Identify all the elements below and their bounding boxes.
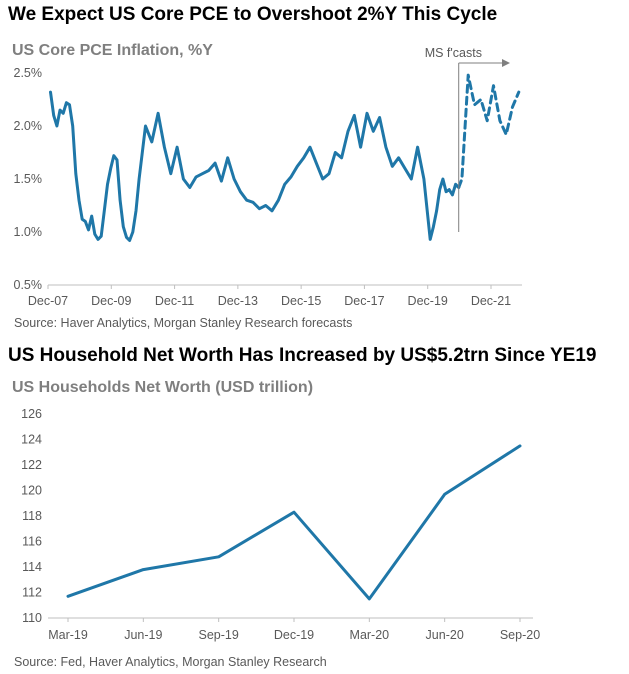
chart1-y-tick-label: 1.5%	[14, 172, 43, 186]
pce-inflation-chart: 0.5% 1.0% 1.5% 2.0% 2.5% Dec-07 Dec-09 Dec-11 De…	[14, 46, 522, 308]
chart2-y-tick-label: 114	[22, 560, 42, 574]
chart1-x-tick-label: Dec-07	[28, 294, 68, 308]
chart1-x-tick-label: Dec-11	[155, 294, 194, 308]
chart2-heading: US Household Net Worth Has Increased by …	[8, 345, 597, 366]
chart1-x-tick-label: Dec-09	[91, 294, 131, 308]
chart2-y-tick-label: 110	[22, 611, 42, 625]
chart2-y-tick-label: 112	[22, 586, 42, 600]
net-worth-chart: 110 112 114 116 118 120 122 124 126 Mar-19 Jun-19 S…	[21, 407, 540, 642]
chart2-title: US Households Net Worth (USD trillion)	[12, 379, 314, 396]
chart1-series-actual	[49, 90, 461, 242]
chart1-source: Source: Haver Analytics, Morgan Stanley …	[14, 316, 353, 330]
chart1-title: US Core PCE Inflation, %Y	[12, 42, 213, 59]
chart2-x-tick-label: Mar-20	[350, 628, 390, 642]
chart1-y-tick-label: 1.0%	[14, 225, 43, 239]
chart2-source: Source: Fed, Haver Analytics, Morgan Sta…	[14, 655, 327, 669]
chart2-series-line	[66, 444, 522, 601]
chart1-y-tick-label: 0.5%	[14, 278, 43, 292]
chart2-x-tick-label: Dec-19	[274, 628, 314, 642]
chart2-x-tick-label: Sep-20	[500, 628, 540, 642]
chart1-y-tick-label: 2.5%	[14, 66, 43, 80]
chart1-forecast-arrowhead	[502, 59, 510, 67]
chart2-x-tick-label: Jun-19	[124, 628, 162, 642]
chart2-x-tick-label: Sep-19	[199, 628, 239, 642]
chart2-y-tick-label: 116	[22, 535, 42, 549]
chart1-x-tick-label: Dec-21	[471, 294, 511, 308]
chart2-y-tick-label: 122	[21, 458, 42, 472]
chart2-y-tick-label: 126	[21, 407, 42, 421]
chart1-y-tick-label: 2.0%	[14, 119, 43, 133]
chart1-series-forecast	[457, 73, 521, 189]
chart1-x-tick-label: Dec-17	[344, 294, 384, 308]
chart1-x-tick-label: Dec-13	[218, 294, 258, 308]
chart2-y-tick-label: 120	[21, 484, 42, 498]
chart2-y-tick-label: 124	[21, 433, 42, 447]
chart2-x-tick-label: Mar-19	[48, 628, 88, 642]
chart1-x-tick-label: Dec-15	[281, 294, 321, 308]
chart2-y-tick-label: 118	[22, 509, 42, 523]
chart1-x-tick-label: Dec-19	[408, 294, 448, 308]
chart1-forecast-annotation: MS f'casts	[425, 46, 482, 60]
chart2-x-tick-label: Jun-20	[426, 628, 464, 642]
chart1-heading: We Expect US Core PCE to Overshoot 2%Y T…	[8, 4, 498, 25]
